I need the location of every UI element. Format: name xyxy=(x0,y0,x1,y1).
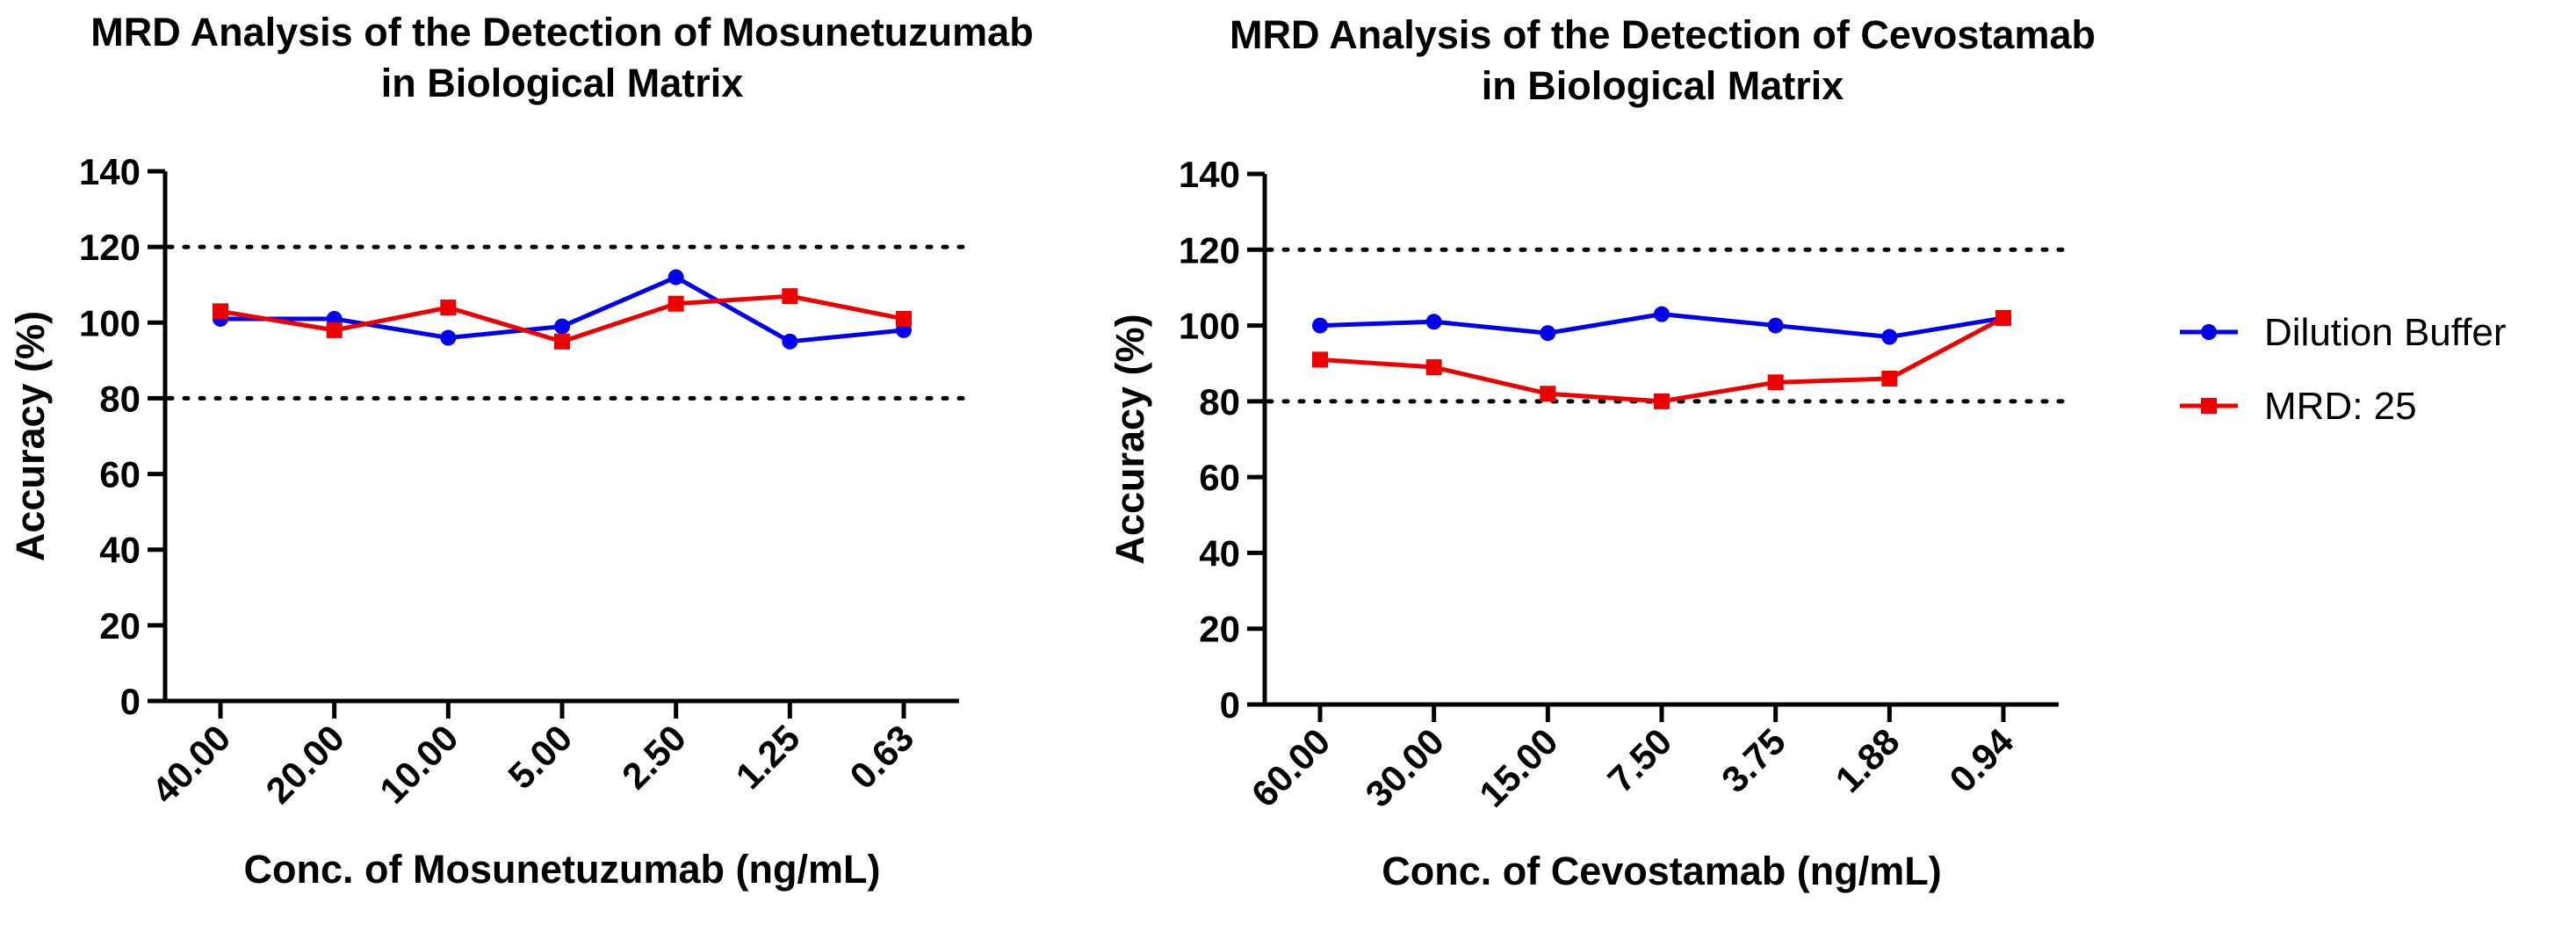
x-tick-label: 0.94 xyxy=(1941,720,2021,800)
data-point-mrd-25 xyxy=(667,295,684,312)
x-tick-label: 60.00 xyxy=(1244,720,1339,815)
data-point-mrd-25 xyxy=(1425,359,1442,376)
chart-title-line: in Biological Matrix xyxy=(1482,63,1844,108)
y-axis-label: Accuracy (%) xyxy=(8,311,53,561)
chart-title-line: MRD Analysis of the Detection of Cevosta… xyxy=(1230,12,2096,57)
legend-label: Dilution Buffer xyxy=(2264,311,2507,354)
chart-panel-cevostamab: MRD Analysis of the Detection of Cevosta… xyxy=(1108,12,2096,893)
y-tick-label: 60 xyxy=(99,454,141,495)
y-tick-label: 40 xyxy=(99,530,141,571)
data-point-mrd-25 xyxy=(554,333,570,350)
data-point-dilution-buffer xyxy=(782,333,798,350)
legend-label: MRD: 25 xyxy=(2264,385,2417,428)
chart-title-line: in Biological Matrix xyxy=(381,61,744,105)
y-tick-label: 0 xyxy=(1220,684,1240,726)
x-tick-label: 0.63 xyxy=(841,717,921,797)
y-tick-label: 120 xyxy=(1179,229,1240,271)
x-tick-label: 7.50 xyxy=(1599,720,1679,800)
data-point-dilution-buffer xyxy=(1425,314,1442,330)
chart-legend: Dilution Buffer MRD: 25 xyxy=(2180,311,2507,428)
data-point-mrd-25 xyxy=(896,310,912,327)
x-tick-label: 15.00 xyxy=(1471,720,1566,815)
data-point-mrd-25 xyxy=(440,300,457,316)
y-tick-label: 60 xyxy=(1199,457,1240,498)
x-axis-label: Conc. of Cevostamab (ng/mL) xyxy=(1382,849,1942,893)
y-axis-label: Accuracy (%) xyxy=(1108,314,1152,564)
data-point-mrd-25 xyxy=(1540,386,1556,402)
chart-panel-mosunetuzumab: MRD Analysis of the Detection of Mosunet… xyxy=(8,10,1034,892)
x-tick-label: 40.00 xyxy=(144,717,239,812)
data-point-mrd-25 xyxy=(782,288,798,305)
y-tick-label: 100 xyxy=(79,302,141,343)
chart-title-line: MRD Analysis of the Detection of Mosunet… xyxy=(90,10,1033,54)
y-tick-label: 80 xyxy=(1199,381,1240,423)
x-tick-label: 3.75 xyxy=(1714,720,1793,800)
data-point-mrd-25 xyxy=(213,303,228,320)
y-tick-label: 140 xyxy=(79,151,141,192)
data-point-dilution-buffer xyxy=(1540,325,1556,342)
x-tick-label: 2.50 xyxy=(614,717,694,797)
y-tick-label: 80 xyxy=(99,378,141,419)
data-point-dilution-buffer xyxy=(1767,317,1784,334)
data-point-mrd-25 xyxy=(1881,370,1898,387)
x-tick-label: 10.00 xyxy=(372,717,466,812)
legend-marker-circle xyxy=(2201,324,2217,340)
data-point-dilution-buffer xyxy=(1312,317,1328,334)
data-point-dilution-buffer xyxy=(1654,306,1670,322)
x-axis-label: Conc. of Mosunetuzumab (ng/mL) xyxy=(244,847,881,892)
y-tick-label: 20 xyxy=(99,605,141,647)
y-tick-label: 0 xyxy=(120,681,141,722)
y-tick-label: 120 xyxy=(79,227,141,268)
y-tick-label: 100 xyxy=(1179,306,1240,347)
y-tick-label: 40 xyxy=(1199,532,1240,574)
data-point-dilution-buffer xyxy=(554,318,570,335)
data-point-mrd-25 xyxy=(1654,393,1670,409)
x-tick-label: 1.88 xyxy=(1828,720,1908,800)
data-point-dilution-buffer xyxy=(1881,329,1898,345)
legend-marker-square xyxy=(2201,398,2217,414)
data-point-mrd-25 xyxy=(1312,351,1328,368)
y-tick-label: 20 xyxy=(1199,609,1240,650)
data-point-mrd-25 xyxy=(326,322,343,338)
data-point-mrd-25 xyxy=(1995,309,2011,326)
series-line-mrd-25 xyxy=(1319,315,2005,404)
x-tick-label: 30.00 xyxy=(1357,720,1452,815)
data-point-mrd-25 xyxy=(1767,374,1784,391)
x-tick-label: 20.00 xyxy=(257,717,352,812)
y-tick-label: 140 xyxy=(1179,154,1240,195)
x-tick-label: 1.25 xyxy=(728,717,808,797)
data-point-dilution-buffer xyxy=(667,269,684,285)
x-tick-label: 5.00 xyxy=(500,717,580,797)
data-point-dilution-buffer xyxy=(440,329,457,346)
